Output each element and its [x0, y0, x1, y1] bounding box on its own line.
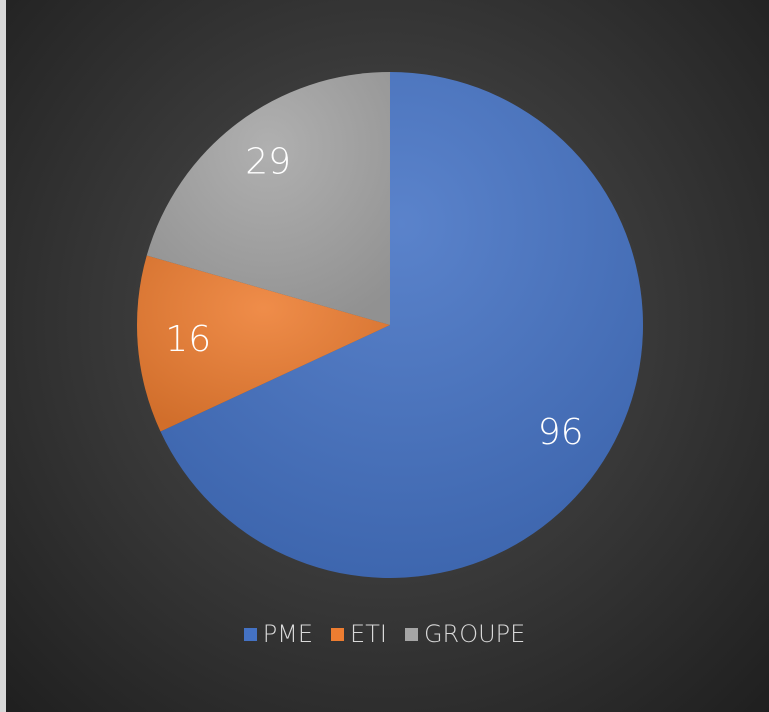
data-label: 96 — [538, 412, 584, 453]
legend-label: GROUPE — [423, 620, 526, 648]
legend-swatch — [331, 627, 345, 641]
slice-shade — [160, 72, 644, 578]
legend-item: GROUPE — [404, 620, 526, 648]
legend-swatch — [243, 627, 257, 641]
legend-label: PME — [262, 620, 314, 648]
border — [0, 0, 6, 712]
slice-shade — [137, 255, 390, 432]
slice-shade — [146, 72, 390, 325]
legend-item: ETI — [331, 620, 387, 648]
legend-swatch — [404, 627, 418, 641]
legend-item: PME — [243, 620, 314, 648]
legend-label: ETI — [350, 620, 387, 648]
data-label: 29 — [245, 141, 291, 182]
legend: PME ETI GROUPE — [0, 620, 769, 648]
data-label: 16 — [165, 319, 211, 360]
